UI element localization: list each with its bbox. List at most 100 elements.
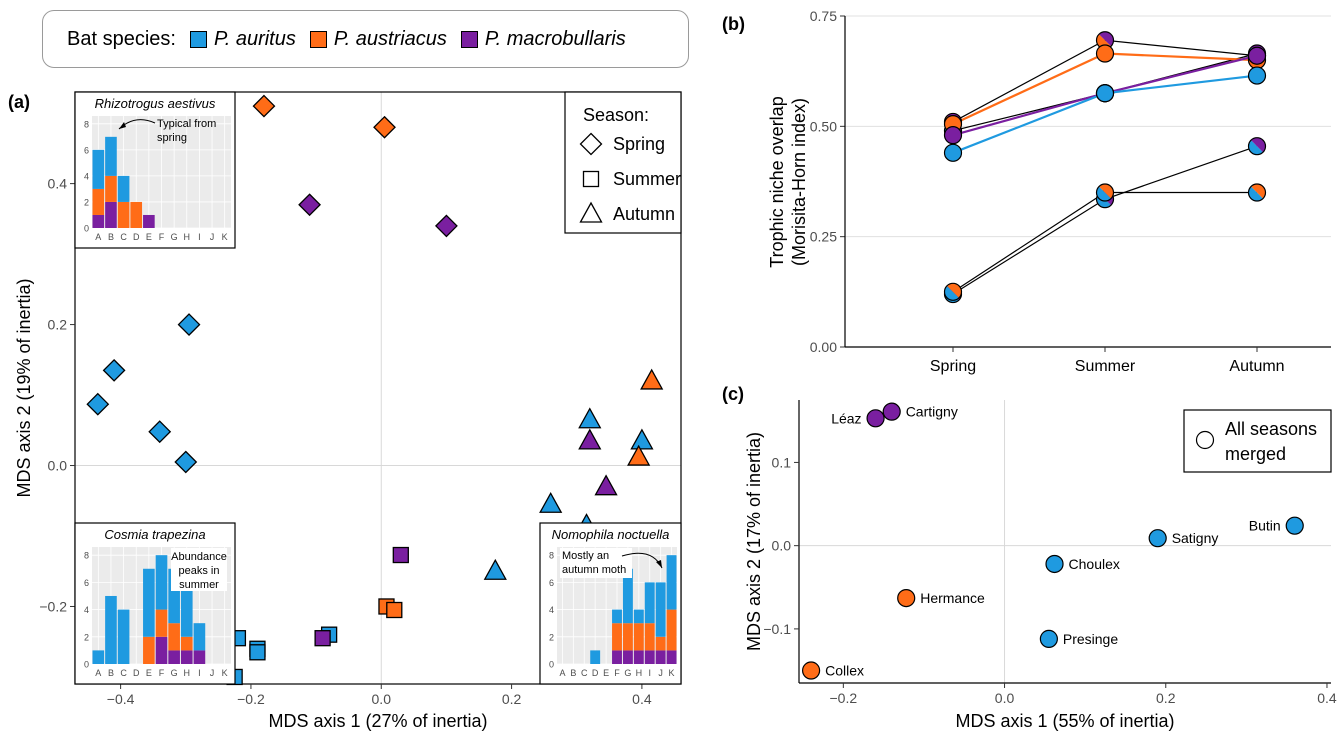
- site-label-collex: Collex: [825, 663, 864, 679]
- site-point-hermance: [897, 588, 916, 608]
- inset-bar-austr: [666, 609, 677, 651]
- point-p-auritus-autumn: [483, 558, 507, 580]
- y-tick-label: −0.1: [763, 621, 791, 637]
- inset-bar-macro: [92, 214, 105, 228]
- inset-x-tick-label: I: [648, 668, 651, 678]
- site-point-satigny: [1148, 529, 1167, 548]
- overlap-point: [1247, 66, 1267, 85]
- y-tick-label: 0.4: [48, 176, 68, 192]
- overlap-point-half: [1098, 31, 1114, 47]
- inset-bar-austr: [92, 188, 105, 215]
- inset-x-tick-label: B: [108, 232, 114, 242]
- x-tick-label-spring: Spring: [930, 358, 976, 375]
- overlap-point: [1247, 183, 1267, 202]
- point-p-macrobullaris-autumn: [578, 428, 602, 450]
- inset-bar-austr: [644, 623, 655, 651]
- site-label-l-az: Léaz: [831, 410, 861, 426]
- inset-x-tick-label: A: [95, 232, 101, 242]
- point-p-macrobullaris-spring: [298, 193, 321, 217]
- inset-annotation-bg: [171, 548, 227, 591]
- inset-bar-macro: [180, 650, 193, 664]
- inset-y-tick-label: 2: [84, 632, 89, 642]
- inset-y-tick-label: 0: [84, 224, 89, 234]
- y-tick-label: 0.2: [48, 317, 68, 333]
- inset-y-tick-label: 2: [549, 632, 554, 642]
- site-label-presinge: Presinge: [1063, 631, 1118, 647]
- overlap-point-half: [1098, 184, 1114, 199]
- x-axis-label: MDS axis 1 (55% of inertia): [955, 711, 1174, 731]
- inset-y-tick-label: 8: [84, 551, 89, 561]
- inset-x-tick-label: A: [559, 668, 565, 678]
- panel-label-a: (a): [8, 92, 30, 112]
- species-legend-title: Bat species:: [67, 27, 176, 50]
- x-tick-label: 0.0: [995, 690, 1015, 706]
- inset-x-tick-label: G: [171, 232, 178, 242]
- inset-annotation: summer: [179, 579, 219, 591]
- inset-y-tick-label: 4: [549, 605, 554, 615]
- y-axis-label: Trophic niche overlap: [767, 96, 787, 267]
- overlap-point: [1095, 44, 1115, 63]
- inset-annotation: spring: [157, 132, 187, 144]
- season-legend-box: [564, 91, 682, 234]
- inset-bar-macro: [622, 650, 633, 664]
- inset-annotation: peaks in: [179, 565, 220, 577]
- site-point-l-az: [866, 409, 885, 428]
- inset-bar-austr: [655, 636, 666, 651]
- inset-bar-aur: [644, 582, 655, 624]
- season-legend-label-summer: Summer: [613, 169, 681, 189]
- panel-a: −0.4 −0.2 0.0 0.2 0.4 −0.2 0.0 0.2 0.4 MDS axis 1…: [8, 91, 682, 731]
- inset-x-tick-label: K: [222, 232, 228, 242]
- panel-label-c: (c): [722, 384, 744, 404]
- point-p-macrobullaris-autumn: [594, 474, 618, 496]
- inset-bar-austr: [180, 636, 193, 651]
- point-p-auritus-spring: [174, 450, 198, 474]
- inset-x-tick-label: I: [198, 668, 201, 678]
- inset-y-tick-label: 6: [84, 578, 89, 588]
- inset-annotation: Abundance: [171, 551, 227, 563]
- point-p-austriacus-autumn: [627, 444, 651, 466]
- overlap-line: [952, 145, 1258, 295]
- inset-bar-austr: [130, 201, 143, 228]
- inset-bar-aur: [92, 149, 105, 189]
- panel-c: −0.2 0.0 0.2 0.4 −0.1 0.0 0.1 MDS axis 1 (55% o…: [722, 384, 1337, 731]
- site-point-collex: [801, 661, 821, 680]
- site-label-choulex: Choulex: [1069, 556, 1120, 572]
- point-p-auritus-summer: [249, 644, 266, 661]
- inset-y-tick-label: 2: [84, 197, 89, 207]
- point-p-austriacus-autumn: [640, 368, 664, 390]
- inset-bar-aur: [666, 555, 677, 610]
- season-legend-label-spring: Spring: [613, 134, 665, 154]
- inset-rhizotrogus-aestivus: Rhizotrogus aestivus 0 2 4 6 8 A B C D E F G H I J K Typi…: [74, 91, 236, 249]
- inset-bar-austr: [155, 609, 168, 637]
- inset-bar-macro: [655, 650, 666, 664]
- inset-title: Cosmia trapezina: [104, 527, 205, 542]
- species-legend: Bat species: P. auritus P. austriacus P.…: [42, 10, 689, 68]
- legend-label-p-macrobullaris: P. macrobullaris: [484, 27, 626, 50]
- site-label-hermance: Hermance: [920, 590, 985, 606]
- inset-x-tick-label: E: [603, 668, 609, 678]
- inset-x-tick-label: F: [614, 668, 620, 678]
- x-tick-label: 0.2: [502, 691, 522, 707]
- y-tick-label: 0.0: [772, 538, 792, 554]
- inset-title: Rhizotrogus aestivus: [95, 96, 216, 111]
- inset-bar-macro: [612, 650, 622, 664]
- x-tick-label: 0.4: [1317, 690, 1337, 706]
- inset-bar-aur: [92, 650, 105, 664]
- season-legend-title: Season:: [583, 105, 649, 125]
- inset-x-tick-label: D: [133, 232, 140, 242]
- inset-x-tick-label: F: [159, 232, 165, 242]
- y-tick-label: −0.2: [39, 598, 67, 614]
- inset-x-tick-label: E: [146, 232, 152, 242]
- inset-x-tick-label: J: [658, 668, 663, 678]
- inset-x-tick-label: C: [581, 668, 588, 678]
- inset-x-tick-label: E: [146, 668, 152, 678]
- x-tick-label-summer: Summer: [1075, 358, 1136, 375]
- legend-swatch-p-auritus: [189, 30, 207, 48]
- inset-annotation-arrowhead: [656, 560, 662, 568]
- inset-bar-aur: [193, 623, 206, 651]
- inset-bar-macro: [633, 650, 644, 664]
- site-label-cartigny: Cartigny: [906, 404, 958, 420]
- inset-x-tick-label: I: [198, 232, 201, 242]
- inset-y-tick-label: 4: [84, 605, 89, 615]
- overlap-point-half: [946, 283, 962, 298]
